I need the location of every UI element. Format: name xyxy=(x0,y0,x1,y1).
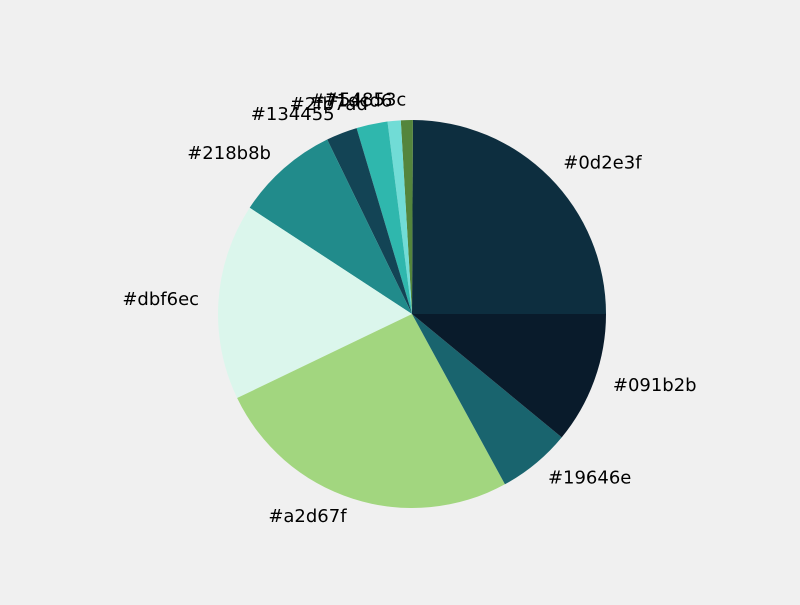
pie-slice-54853c xyxy=(400,119,413,314)
pie-slice-134455 xyxy=(327,128,412,314)
pie-slice-a2d67f xyxy=(237,314,505,509)
pie-slice-19646e xyxy=(412,314,562,485)
pie-slice-71dcd6 xyxy=(387,120,412,314)
pie-slice-2fb7ad xyxy=(356,121,412,314)
pie-slice-label: #71dcd6 xyxy=(310,91,392,112)
pie-slice-label: #2fb7ad xyxy=(290,94,368,115)
pie-slice-label: #218b8b xyxy=(187,143,271,164)
pie-slice-label: #091b2b xyxy=(613,375,697,396)
pie-slice-label: #54853c xyxy=(324,90,406,111)
pie-slice-dbf6ec xyxy=(218,207,412,399)
pie-slice-label: #0d2e3f xyxy=(563,152,642,173)
pie-slice-091b2b xyxy=(412,314,606,438)
pie-slice-218b8b xyxy=(249,139,412,314)
pie-slice-0d2e3f xyxy=(412,120,606,314)
pie-slice-label: #dbf6ec xyxy=(122,289,199,310)
pie-slice-label: #134455 xyxy=(251,104,335,125)
pie-slice-label: #a2d67f xyxy=(268,506,347,527)
pie-slice-label: #19646e xyxy=(548,468,631,489)
